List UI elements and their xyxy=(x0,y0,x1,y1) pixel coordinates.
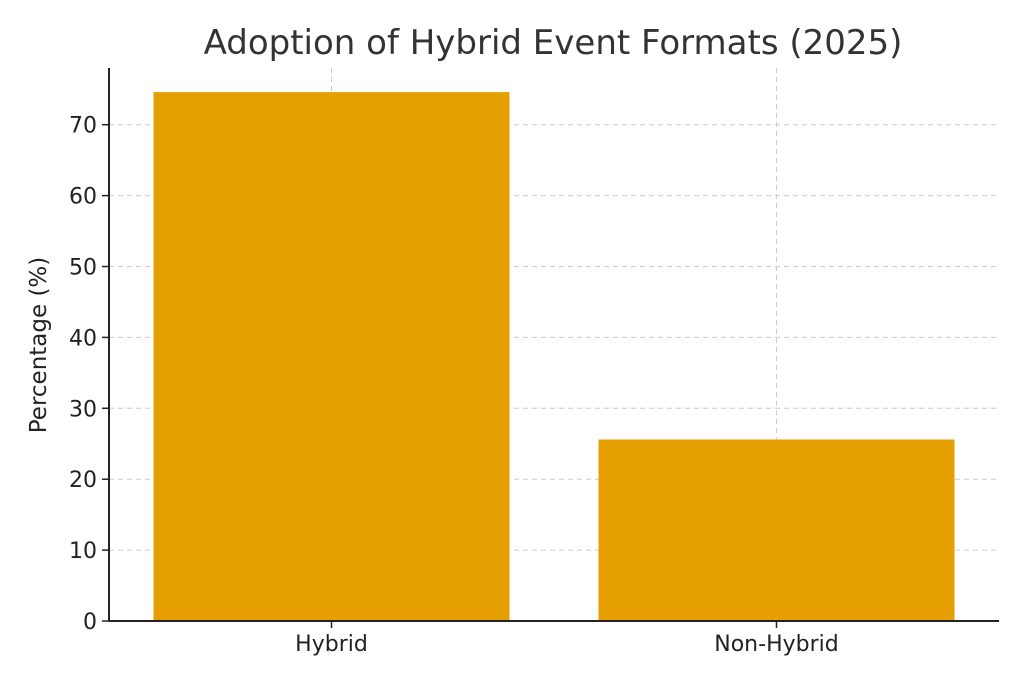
y-tick-label: 70 xyxy=(69,114,97,139)
y-tick-label: 10 xyxy=(69,539,97,564)
bars-layer xyxy=(153,92,955,622)
y-tick-label: 30 xyxy=(69,397,97,422)
y-tick-label: 50 xyxy=(69,256,97,281)
y-tick-label: 20 xyxy=(69,468,97,493)
y-tick-label: 40 xyxy=(69,326,97,351)
y-tick-label: 0 xyxy=(83,610,97,635)
chart-title: Adoption of Hybrid Event Formats (2025) xyxy=(204,23,903,63)
y-axis-label: Percentage (%) xyxy=(26,257,52,434)
x-tick-label: Non-Hybrid xyxy=(714,632,838,657)
y-tick-label: 60 xyxy=(69,185,97,210)
axis-layer: 0 10 20 30 40 50 60 70 Hybrid Non-Hybrid xyxy=(69,68,999,657)
bar-non-hybrid xyxy=(598,439,955,621)
bar-hybrid xyxy=(153,92,510,622)
x-tick-label: Hybrid xyxy=(295,632,368,657)
